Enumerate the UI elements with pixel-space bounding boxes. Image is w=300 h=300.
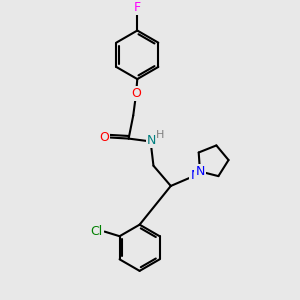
Text: N: N — [147, 134, 156, 147]
Text: O: O — [99, 131, 109, 144]
Text: H: H — [156, 130, 164, 140]
Text: Cl: Cl — [90, 225, 103, 238]
Text: O: O — [131, 87, 141, 100]
Text: N: N — [195, 165, 205, 178]
Text: F: F — [134, 1, 141, 14]
Text: N: N — [190, 169, 200, 182]
